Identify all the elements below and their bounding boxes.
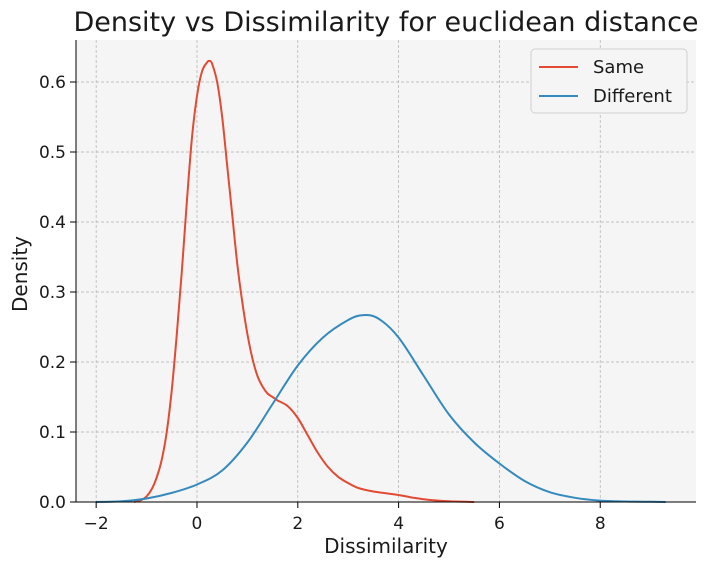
x-tick-label: 6	[494, 514, 505, 534]
legend-label-same: Same	[593, 57, 644, 78]
legend-label-different: Different	[593, 86, 672, 107]
x-axis-ticks: −2 0 2 4 6 8	[84, 502, 606, 534]
y-tick-label: 0.1	[39, 423, 66, 443]
plot-background	[76, 40, 696, 502]
y-axis-ticks: 0.0 0.1 0.2 0.3 0.4 0.5 0.6	[39, 73, 76, 513]
series-lines	[96, 59, 666, 503]
x-tick-label: 0	[192, 514, 203, 534]
chart-title: Density vs Dissimilarity for euclidean d…	[73, 7, 698, 38]
x-axis-label: Dissimilarity	[324, 534, 448, 558]
y-tick-label: 0.4	[39, 213, 66, 233]
x-tick-label: 2	[292, 514, 303, 534]
x-tick-label: 8	[595, 514, 606, 534]
y-tick-label: 0.0	[39, 493, 66, 513]
series-line-same	[133, 59, 475, 503]
x-tick-label: 4	[393, 514, 404, 534]
y-tick-label: 0.5	[39, 143, 66, 163]
y-tick-label: 0.6	[39, 73, 66, 93]
x-tick-label: −2	[84, 514, 109, 534]
y-tick-label: 0.3	[39, 283, 66, 303]
y-tick-label: 0.2	[39, 353, 66, 373]
legend: Same Different	[530, 48, 688, 114]
y-axis-label: Density	[8, 236, 32, 312]
series-line-different	[96, 314, 666, 503]
